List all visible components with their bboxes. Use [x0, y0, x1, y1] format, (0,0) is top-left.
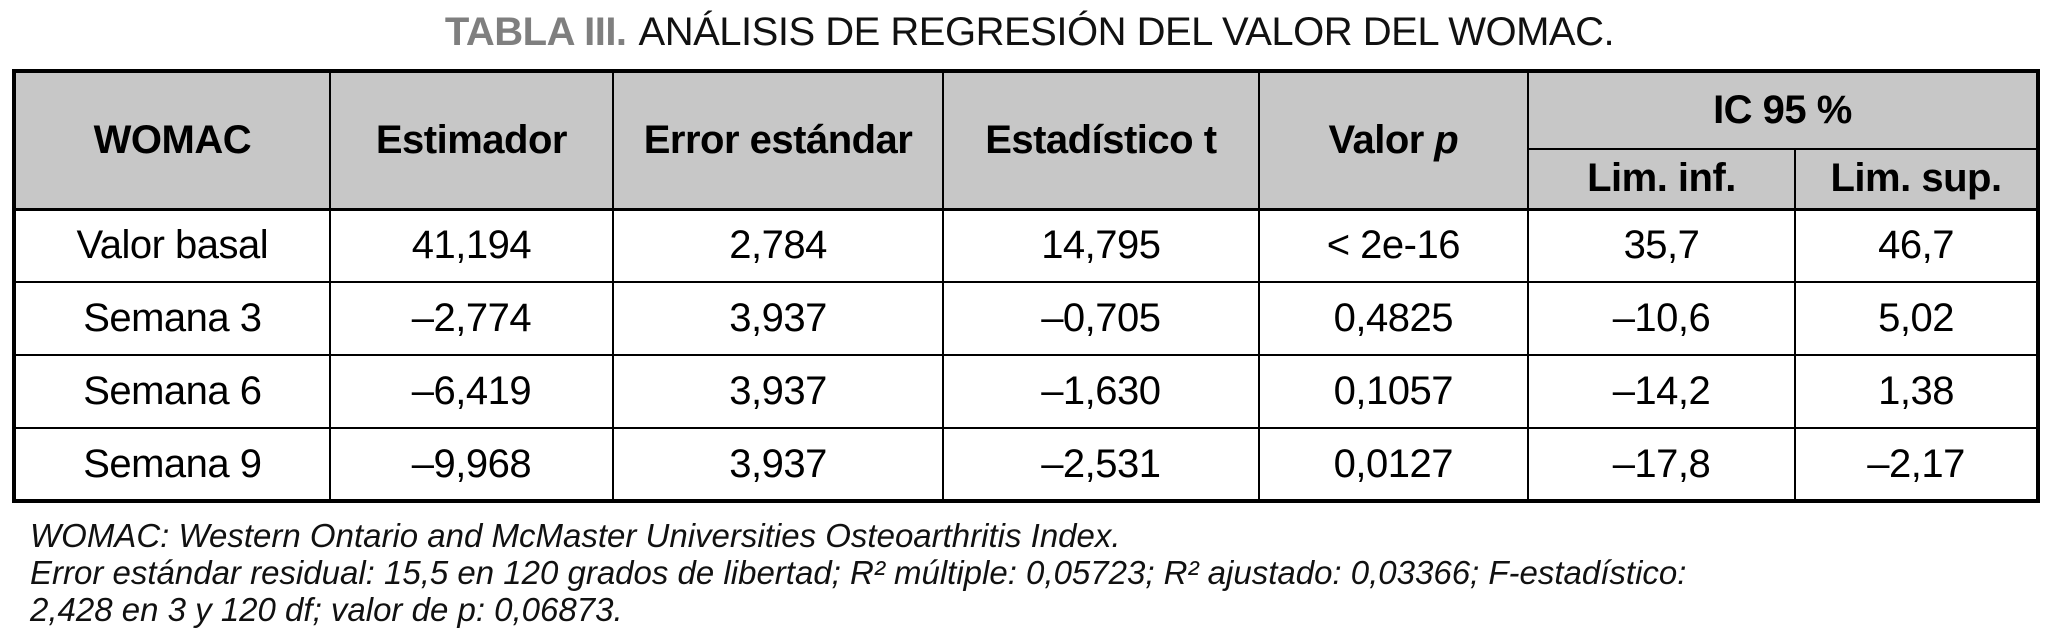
table-cell: –14,2: [1526, 354, 1797, 429]
table-cell: 0,0127: [1257, 427, 1529, 502]
column-header-womac: WOMAC: [13, 70, 331, 210]
table-cell: 3,937: [612, 427, 944, 502]
table-row-semana-3: Semana 3 –2,774 3,937 –0,705 0,4825 –10,…: [13, 281, 2039, 356]
header-row-top: WOMAC Estimador Error estándar Estadísti…: [13, 70, 2040, 210]
table-cell: < 2e-16: [1257, 208, 1529, 283]
table-row-valor-basal: Valor basal 41,194 2,784 14,795 < 2e-16 …: [13, 208, 2039, 283]
table-cell: –9,968: [328, 427, 615, 502]
table-cell: 3,937: [612, 354, 944, 429]
table-cell: –2,531: [942, 427, 1260, 502]
footnote-model-stats-line1: Error estándar residual: 15,5 en 120 gra…: [30, 554, 1687, 591]
table-cell: 3,937: [612, 281, 944, 356]
table-number-label: TABLA III.: [444, 10, 627, 54]
valor-p-prefix: Valor: [1328, 117, 1424, 162]
table-title-text: ANÁLISIS DE REGRESIÓN DEL VALOR DEL WOMA…: [638, 10, 1615, 54]
table-cell: 46,7: [1794, 208, 2039, 283]
table-cell: –10,6: [1526, 281, 1797, 356]
table-cell: –0,705: [942, 281, 1260, 356]
table-footnotes: WOMAC: Western Ontario and McMaster Univ…: [30, 517, 2059, 628]
valor-p-symbol: p: [1434, 117, 1459, 162]
row-label-cell: Semana 9: [13, 427, 331, 502]
row-label-cell: Valor basal: [13, 208, 331, 283]
table-cell: –1,630: [942, 354, 1260, 429]
table-cell: –2,774: [328, 281, 615, 356]
table-cell: 5,02: [1794, 281, 2039, 356]
row-label-cell: Semana 6: [13, 354, 331, 429]
table-cell: 1,38: [1794, 354, 2039, 429]
table-row-semana-9: Semana 9 –9,968 3,937 –2,531 0,0127 –17,…: [13, 427, 2039, 502]
table-cell: 35,7: [1526, 208, 1797, 283]
footnote-womac-definition: WOMAC: Western Ontario and McMaster Univ…: [30, 517, 1121, 554]
table-cell: –17,8: [1526, 427, 1797, 502]
table-cell: 0,4825: [1257, 281, 1529, 356]
column-header-error-estandar: Error estándar: [612, 70, 944, 210]
column-header-lim-inf: Lim. inf.: [1526, 148, 1797, 210]
column-header-lim-sup: Lim. sup.: [1794, 148, 2039, 210]
page-title: TABLA III. ANÁLISIS DE REGRESIÓN DEL VALO…: [0, 0, 2059, 55]
table-row-semana-6: Semana 6 –6,419 3,937 –1,630 0,1057 –14,…: [13, 354, 2039, 429]
table-cell: –2,17: [1794, 427, 2039, 502]
column-header-estadistico-t: Estadístico t: [942, 70, 1260, 210]
table-cell: 14,795: [942, 208, 1260, 283]
column-header-ic95: IC 95 %: [1526, 70, 2040, 150]
row-label-cell: Semana 3: [13, 281, 331, 356]
table-cell: 0,1057: [1257, 354, 1529, 429]
table-cell: 2,784: [612, 208, 944, 283]
table-cell: 41,194: [328, 208, 615, 283]
table-cell: –6,419: [328, 354, 615, 429]
column-header-valor-p: Valor p: [1257, 70, 1529, 210]
table-body: Valor basal 41,194 2,784 14,795 < 2e-16 …: [13, 208, 2039, 502]
footnote-model-stats-line2: 2,428 en 3 y 120 df; valor de p: 0,06873…: [30, 591, 623, 628]
regression-table: WOMAC Estimador Error estándar Estadísti…: [12, 69, 2040, 503]
table-header: WOMAC Estimador Error estándar Estadísti…: [13, 70, 2040, 210]
header-row-sub: Lim. inf. Lim. sup.: [14, 148, 2039, 210]
column-header-estimador: Estimador: [328, 70, 615, 210]
